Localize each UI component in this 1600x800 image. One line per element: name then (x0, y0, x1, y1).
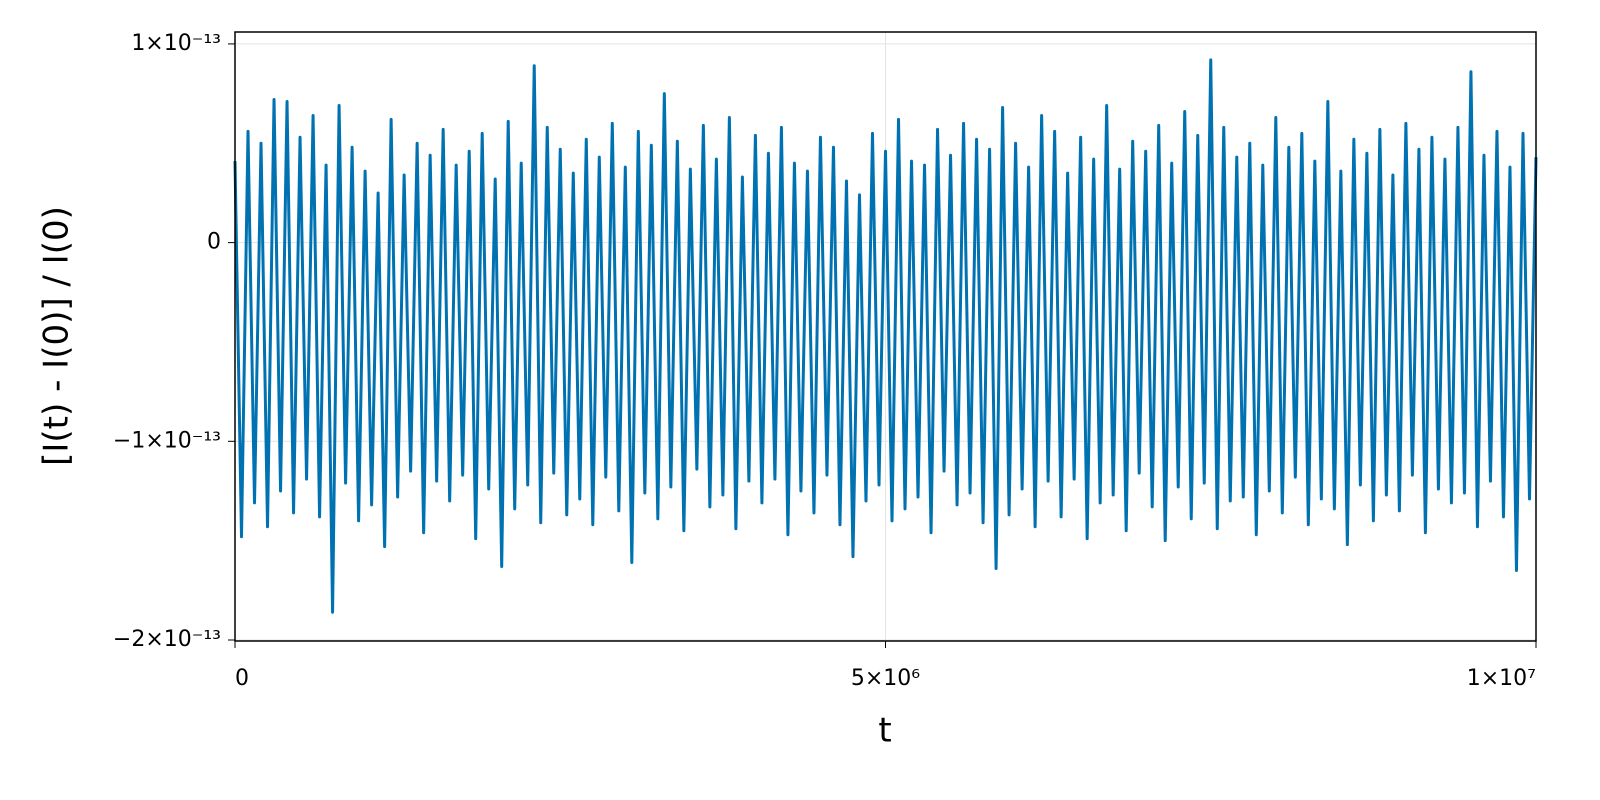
y-tick-label: 1×10⁻¹³ (131, 31, 221, 56)
y-axis-label: [I(t) - I(0)] / I(0) (37, 206, 77, 466)
y-tick-label: −2×10⁻¹³ (113, 627, 221, 652)
x-axis-label: t (878, 711, 891, 751)
y-tick-label: −1×10⁻¹³ (113, 428, 221, 453)
data-line (233, 58, 1538, 614)
x-tick-label: 0 (235, 666, 249, 691)
y-tick-label: 0 (207, 230, 221, 255)
x-tick-label: 1×10⁷ (1467, 666, 1536, 691)
x-tick-label: 5×10⁶ (851, 666, 920, 691)
plot-frame (234, 31, 1537, 642)
